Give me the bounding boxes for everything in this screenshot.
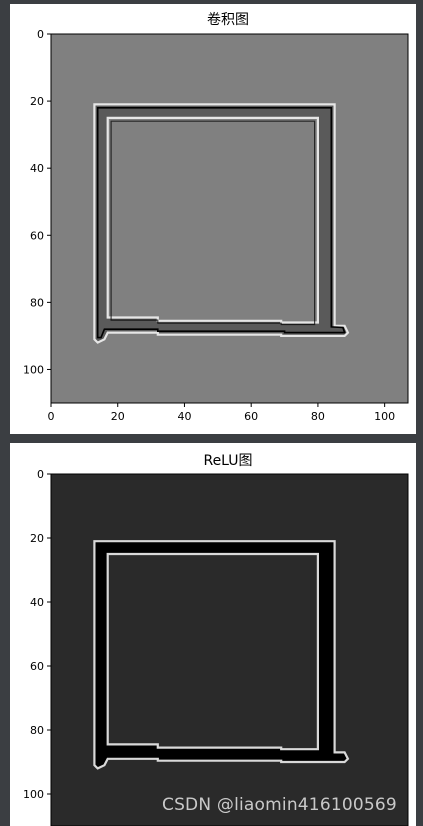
y-tick-label: 100 — [23, 788, 44, 801]
y-tick-label: 20 — [30, 95, 44, 108]
frame-band — [94, 541, 348, 769]
y-tick-label: 0 — [37, 28, 44, 41]
y-tick-label: 20 — [30, 532, 44, 545]
x-tick-label: 60 — [244, 410, 258, 423]
y-tick-label: 80 — [30, 296, 44, 309]
inner-dark-edge — [110, 120, 316, 326]
inner-edge — [106, 116, 319, 324]
outer-edge — [93, 540, 350, 770]
conv-figure-panel: 卷积图 0 20 40 60 80 100 0 20 40 60 80 100 — [10, 4, 416, 434]
heatmap-background — [51, 474, 408, 826]
conv-chart: 卷积图 0 20 40 60 80 100 0 20 40 60 80 100 — [23, 12, 409, 423]
y-tick-label: 60 — [30, 229, 44, 242]
y-tick-label: 40 — [30, 162, 44, 175]
chart-title: 卷积图 — [207, 12, 249, 28]
relu-chart: ReLU图 0 20 40 60 80 100 — [23, 453, 409, 826]
x-tick-label: 100 — [374, 410, 395, 423]
y-tick-label: 100 — [23, 363, 44, 376]
x-tick-label: 40 — [177, 410, 191, 423]
y-tick-label: 80 — [30, 724, 44, 737]
x-tick-label: 20 — [111, 410, 125, 423]
x-tick-label: 0 — [48, 410, 55, 423]
x-tick-label: 80 — [311, 410, 325, 423]
y-tick-label: 0 — [37, 468, 44, 481]
axes-frame — [50, 33, 409, 404]
inner-edge — [106, 552, 319, 751]
y-tick-label: 60 — [30, 660, 44, 673]
watermark: CSDN @liaomin416100569 — [162, 795, 397, 815]
chart-title: ReLU图 — [203, 453, 252, 469]
y-tick-label: 40 — [30, 596, 44, 609]
axes-frame — [50, 473, 409, 826]
relu-figure-panel: ReLU图 0 20 40 60 80 100 — [10, 443, 416, 826]
frame-band — [94, 104, 348, 343]
outer-edge — [93, 103, 350, 344]
outer-dark-edge — [96, 107, 346, 339]
